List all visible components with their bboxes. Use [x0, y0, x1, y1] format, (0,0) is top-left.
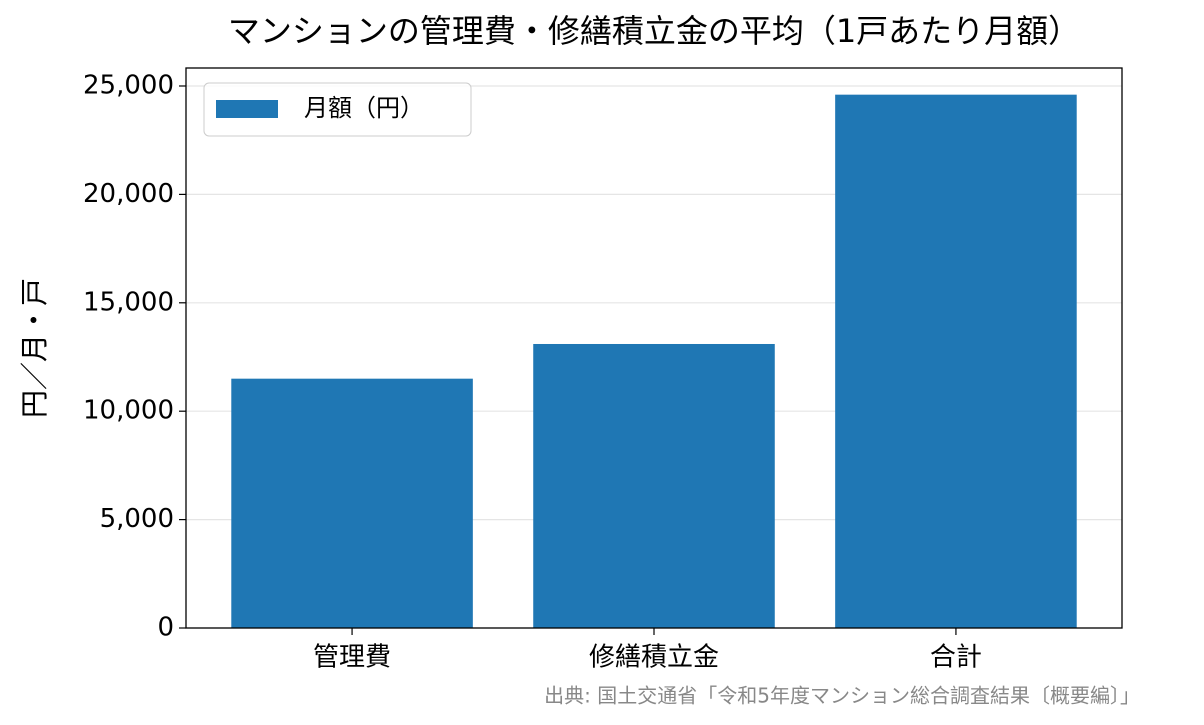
x-tick-label: 修繕積立金 — [589, 643, 719, 673]
bar — [533, 343, 775, 628]
y-tick-label: 0 — [157, 613, 174, 643]
y-tick-label: 20,000 — [83, 179, 174, 209]
chart-title: マンションの管理費・修繕積立金の平均（1戸あたり月額） — [228, 12, 1080, 50]
y-tick-label: 25,000 — [83, 70, 174, 100]
y-tick-label: 10,000 — [83, 396, 174, 426]
y-tick-label: 15,000 — [83, 287, 174, 317]
legend-swatch — [216, 100, 278, 118]
plot-frame — [185, 67, 1123, 629]
y-axis-label: 円／月・戸 — [18, 278, 51, 418]
x-tick-label: 管理費 — [313, 643, 391, 673]
legend-label: 月額（円） — [304, 94, 424, 122]
source-note: 出典: 国土交通省「令和5年度マンション総合調査結果〔概要編〕」 — [544, 684, 1140, 708]
x-tick-label: 合計 — [930, 643, 982, 673]
legend-box — [203, 82, 472, 137]
bar — [231, 378, 473, 628]
bar — [835, 94, 1077, 628]
y-tick-label: 5,000 — [100, 504, 174, 534]
